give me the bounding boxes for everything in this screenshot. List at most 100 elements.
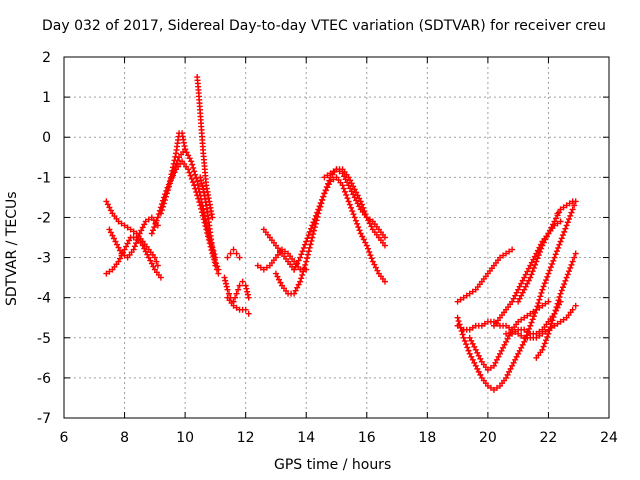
- data-point: [556, 293, 563, 300]
- data-point: [536, 296, 543, 303]
- data-point: [360, 236, 367, 243]
- data-point: [521, 326, 528, 333]
- y-tick-label: -1: [37, 170, 51, 186]
- series-track-a: [103, 198, 161, 269]
- data-point: [351, 186, 358, 193]
- data-point: [145, 216, 152, 223]
- data-point: [541, 340, 548, 347]
- data-point: [292, 263, 299, 270]
- data-point: [233, 290, 240, 297]
- data-point: [524, 312, 531, 319]
- data-point: [297, 254, 304, 261]
- data-point: [344, 195, 351, 202]
- grid-lines: [64, 57, 609, 418]
- data-point: [543, 277, 550, 284]
- data-point: [468, 337, 475, 344]
- data-point: [553, 215, 560, 222]
- data-point: [560, 316, 567, 323]
- data-point: [512, 328, 519, 335]
- data-point: [572, 250, 579, 257]
- data-point: [457, 324, 464, 331]
- data-point: [121, 252, 128, 259]
- data-point: [469, 324, 476, 331]
- data-point: [169, 167, 176, 174]
- data-point: [341, 173, 348, 180]
- series-track-x: [503, 298, 564, 337]
- data-point: [316, 203, 323, 210]
- data-point: [254, 262, 261, 269]
- data-point: [461, 337, 468, 344]
- data-point: [545, 298, 552, 305]
- data-point: [304, 251, 311, 258]
- data-point: [551, 254, 558, 261]
- data-point: [194, 178, 201, 185]
- data-point: [497, 254, 503, 261]
- data-point: [292, 287, 299, 294]
- data-point: [282, 248, 289, 255]
- data-point: [381, 242, 388, 249]
- data-point: [366, 216, 373, 223]
- data-point: [487, 384, 494, 391]
- data-point: [113, 241, 120, 248]
- data-point: [307, 241, 314, 248]
- data-point: [528, 259, 535, 266]
- data-point: [557, 238, 564, 245]
- data-point: [154, 262, 161, 269]
- data-point: [103, 270, 110, 277]
- data-point: [525, 265, 532, 272]
- data-point: [121, 246, 128, 253]
- data-point: [457, 296, 464, 303]
- data-point: [484, 366, 491, 373]
- x-tick-label: 12: [237, 430, 255, 446]
- data-point: [164, 187, 171, 194]
- x-tick-label: 14: [297, 430, 315, 446]
- data-point: [321, 174, 328, 181]
- data-point: [539, 286, 546, 293]
- data-point: [148, 260, 155, 267]
- data-point: [326, 177, 333, 184]
- data-point: [303, 238, 310, 245]
- data-point: [333, 166, 340, 173]
- data-point: [134, 236, 141, 243]
- data-point: [530, 308, 537, 315]
- data-point: [188, 158, 195, 165]
- data-point: [478, 322, 485, 329]
- data-point: [345, 174, 352, 181]
- data-point: [117, 255, 124, 262]
- data-point: [468, 353, 475, 360]
- series-track-y: [554, 210, 561, 217]
- data-point: [463, 292, 470, 299]
- data-point: [341, 188, 348, 195]
- data-point: [504, 371, 511, 378]
- data-point: [190, 164, 197, 171]
- data-point: [299, 271, 306, 278]
- x-tick-label: 22: [540, 430, 558, 446]
- data-point: [272, 270, 279, 277]
- data-point: [183, 149, 190, 156]
- data-point: [163, 190, 170, 197]
- y-tick-label: -4: [37, 291, 51, 307]
- data-point: [148, 230, 155, 237]
- data-point: [222, 280, 229, 287]
- data-point: [554, 220, 561, 227]
- data-point: [308, 237, 315, 244]
- data-point: [170, 160, 177, 167]
- data-point: [542, 300, 549, 307]
- data-point: [353, 189, 360, 196]
- data-point: [455, 318, 462, 325]
- data-point: [354, 220, 361, 227]
- data-point: [136, 230, 143, 237]
- data-point: [371, 261, 378, 268]
- data-point: [345, 182, 352, 189]
- data-point: [348, 188, 355, 195]
- data-point: [362, 239, 369, 246]
- data-point: [528, 319, 535, 326]
- data-point: [351, 214, 358, 221]
- data-point: [145, 254, 152, 261]
- data-point: [115, 244, 122, 251]
- data-point: [312, 212, 319, 219]
- data-point: [539, 346, 546, 353]
- data-point: [542, 236, 549, 243]
- data-point: [356, 203, 363, 210]
- data-point: [138, 227, 145, 234]
